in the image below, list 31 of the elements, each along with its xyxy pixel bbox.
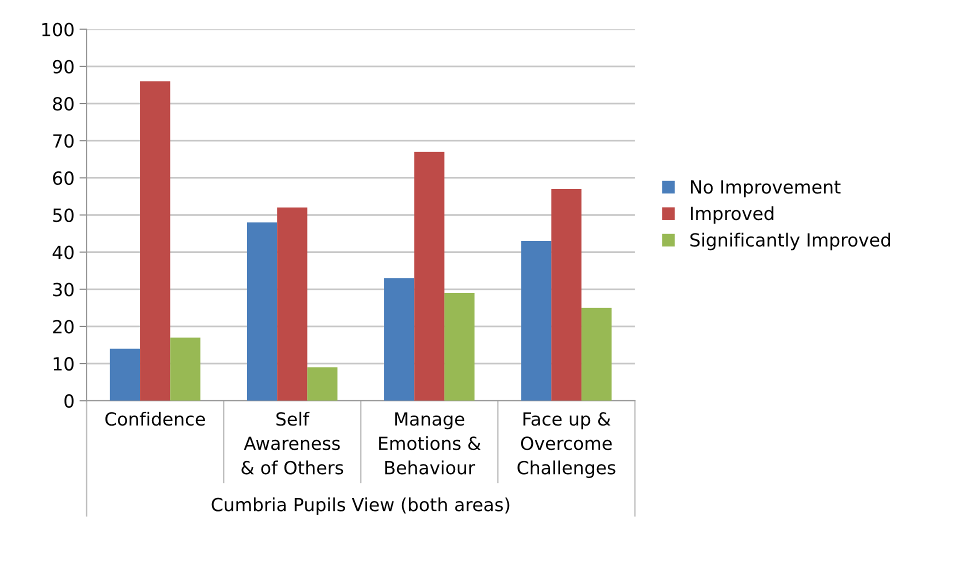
x-tick-label: Self Awareness & of Others bbox=[242, 412, 344, 474]
y-tick-label: 80 bbox=[53, 97, 74, 111]
legend-label: Significantly Improved bbox=[690, 232, 890, 250]
y-tick-label: 100 bbox=[42, 22, 74, 36]
bar bbox=[521, 240, 552, 401]
bar bbox=[581, 308, 612, 401]
x-tick-label: Confidence bbox=[105, 412, 205, 426]
bar bbox=[551, 188, 582, 401]
bar bbox=[246, 222, 278, 401]
bar bbox=[140, 81, 170, 401]
x-axis-title: Cumbria Pupils View (both areas) bbox=[212, 497, 510, 515]
y-tick-label: 20 bbox=[53, 320, 74, 334]
bar bbox=[384, 278, 414, 401]
y-tick-label: 60 bbox=[53, 171, 74, 185]
y-tick-label: 70 bbox=[53, 134, 74, 148]
y-tick-label: 50 bbox=[53, 208, 74, 222]
y-tick-label: 0 bbox=[64, 394, 74, 408]
y-tick-label: 90 bbox=[52, 60, 74, 74]
bar bbox=[170, 338, 200, 401]
legend-label: No Improvement bbox=[690, 180, 841, 198]
y-tick-label: 30 bbox=[53, 282, 74, 296]
y-tick-label: 40 bbox=[52, 246, 74, 260]
bar bbox=[110, 348, 140, 401]
x-tick-label: Manage Emotions & Behaviour bbox=[379, 412, 481, 474]
bar bbox=[414, 152, 444, 401]
bar bbox=[444, 292, 475, 401]
bar bbox=[307, 367, 338, 401]
x-tick-label: Face up & Overcome Challenges bbox=[518, 412, 616, 478]
bar bbox=[277, 208, 308, 401]
legend-label: Improved bbox=[690, 206, 774, 224]
y-tick-label: 10 bbox=[54, 357, 74, 371]
